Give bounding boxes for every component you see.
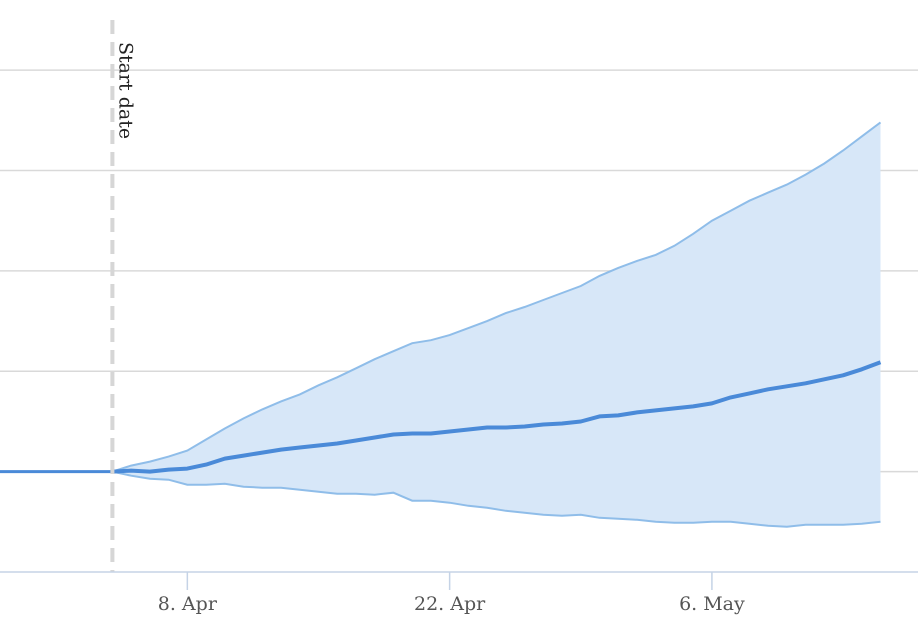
x-tick-label: 8. Apr [158,593,218,615]
x-tick-label: 6. May [679,593,745,615]
x-axis-ticks: 8. Apr 22. Apr 6. May [158,572,745,615]
series-upper-bound [112,121,882,473]
series-median [112,360,882,474]
confidence-band [112,122,881,527]
start-date-label: Start date [114,42,136,139]
x-tick-label: 22. Apr [414,593,486,615]
series-lower-bound [112,470,881,528]
